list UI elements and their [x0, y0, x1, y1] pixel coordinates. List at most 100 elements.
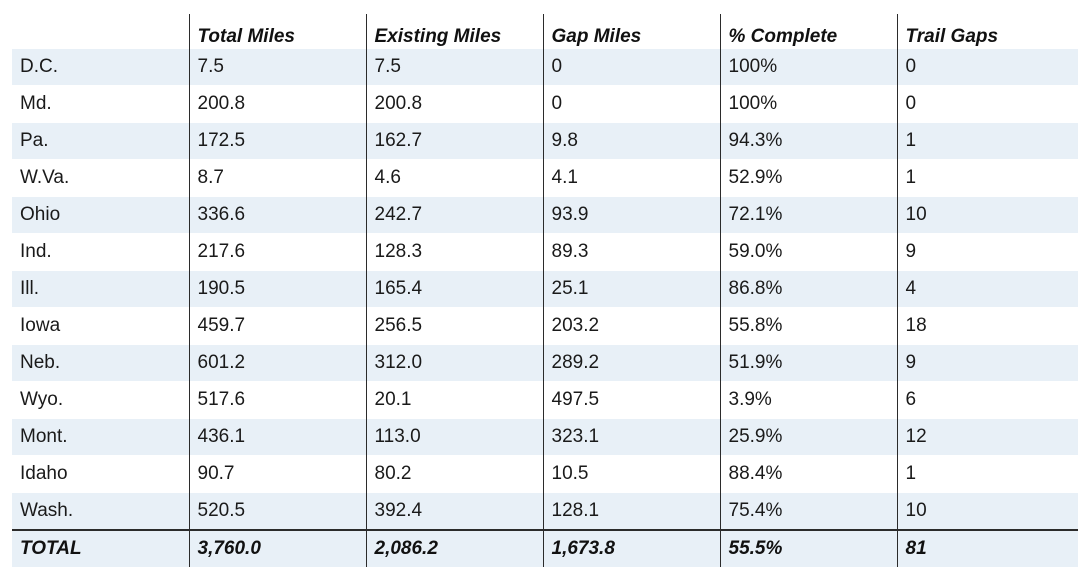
cell-gap-miles: 93.9	[542, 196, 720, 234]
cell-state: Ill.	[12, 270, 189, 308]
header-trail-gaps: Trail Gaps	[896, 14, 1078, 49]
table-row: Iowa 459.7 256.5 203.2 55.8% 18	[12, 307, 1078, 345]
table-row: Ohio 336.6 242.7 93.9 72.1% 10	[12, 196, 1078, 234]
table-row: Neb. 601.2 312.0 289.2 51.9% 9	[12, 344, 1078, 382]
cell-gap-miles: 0	[542, 48, 720, 86]
trail-table-container: Total Miles Existing Miles Gap Miles % C…	[12, 14, 1078, 567]
table-row: Md. 200.8 200.8 0 100% 0	[12, 85, 1078, 123]
cell-total-miles: 90.7	[188, 455, 366, 493]
cell-gap-miles: 9.8	[542, 122, 720, 160]
header-state	[12, 14, 189, 49]
cell-percent-complete: 51.9%	[719, 344, 897, 382]
table-header: Total Miles Existing Miles Gap Miles % C…	[12, 14, 1078, 49]
cell-state: Ohio	[12, 196, 189, 234]
header-existing-miles: Existing Miles	[365, 14, 543, 49]
cell-existing-miles: 312.0	[365, 344, 543, 382]
cell-trail-gaps: 10	[896, 196, 1078, 234]
cell-state: W.Va.	[12, 159, 189, 197]
cell-percent-complete: 3.9%	[719, 381, 897, 419]
table-row: Pa. 172.5 162.7 9.8 94.3% 1	[12, 122, 1078, 160]
cell-existing-miles: 200.8	[365, 85, 543, 123]
cell-state: Ind.	[12, 233, 189, 271]
cell-existing-miles: 4.6	[365, 159, 543, 197]
cell-total-miles: 459.7	[188, 307, 366, 345]
cell-existing-miles: 80.2	[365, 455, 543, 493]
cell-gap-miles: 323.1	[542, 418, 720, 456]
cell-trail-gaps: 0	[896, 85, 1078, 123]
header-row: Total Miles Existing Miles Gap Miles % C…	[12, 14, 1078, 49]
cell-trail-gaps: 12	[896, 418, 1078, 456]
cell-trail-gaps: 18	[896, 307, 1078, 345]
cell-gap-miles: 289.2	[542, 344, 720, 382]
cell-percent-complete: 100%	[719, 48, 897, 86]
cell-existing-miles: 162.7	[365, 122, 543, 160]
cell-state: Wash.	[12, 492, 189, 530]
cell-total-miles: 217.6	[188, 233, 366, 271]
cell-percent-complete: 75.4%	[719, 492, 897, 530]
table-row: Mont. 436.1 113.0 323.1 25.9% 12	[12, 418, 1078, 456]
trail-miles-table: Total Miles Existing Miles Gap Miles % C…	[12, 14, 1078, 567]
cell-state: D.C.	[12, 48, 189, 86]
cell-existing-miles: 256.5	[365, 307, 543, 345]
cell-existing-miles: 113.0	[365, 418, 543, 456]
cell-trail-gaps: 1	[896, 455, 1078, 493]
cell-gap-miles: 0	[542, 85, 720, 123]
cell-state: Mont.	[12, 418, 189, 456]
cell-state: Md.	[12, 85, 189, 123]
cell-gap-miles: 128.1	[542, 492, 720, 530]
table-footer: TOTAL 3,760.0 2,086.2 1,673.8 55.5% 81	[12, 529, 1078, 567]
cell-trail-gaps: 6	[896, 381, 1078, 419]
cell-gap-miles: 89.3	[542, 233, 720, 271]
total-percent-complete: 55.5%	[719, 529, 897, 567]
cell-percent-complete: 72.1%	[719, 196, 897, 234]
cell-total-miles: 436.1	[188, 418, 366, 456]
cell-percent-complete: 94.3%	[719, 122, 897, 160]
cell-percent-complete: 55.8%	[719, 307, 897, 345]
cell-total-miles: 172.5	[188, 122, 366, 160]
cell-percent-complete: 86.8%	[719, 270, 897, 308]
cell-trail-gaps: 1	[896, 122, 1078, 160]
cell-existing-miles: 165.4	[365, 270, 543, 308]
table-row: Wash. 520.5 392.4 128.1 75.4% 10	[12, 492, 1078, 530]
cell-total-miles: 8.7	[188, 159, 366, 197]
cell-percent-complete: 88.4%	[719, 455, 897, 493]
cell-total-miles: 7.5	[188, 48, 366, 86]
total-label: TOTAL	[12, 529, 189, 567]
cell-trail-gaps: 10	[896, 492, 1078, 530]
cell-gap-miles: 497.5	[542, 381, 720, 419]
cell-percent-complete: 52.9%	[719, 159, 897, 197]
cell-state: Idaho	[12, 455, 189, 493]
table-row: Idaho 90.7 80.2 10.5 88.4% 1	[12, 455, 1078, 493]
cell-total-miles: 520.5	[188, 492, 366, 530]
total-existing-miles: 2,086.2	[365, 529, 543, 567]
total-total-miles: 3,760.0	[188, 529, 366, 567]
cell-existing-miles: 392.4	[365, 492, 543, 530]
table-row: Ill. 190.5 165.4 25.1 86.8% 4	[12, 270, 1078, 308]
cell-state: Wyo.	[12, 381, 189, 419]
cell-state: Iowa	[12, 307, 189, 345]
cell-existing-miles: 242.7	[365, 196, 543, 234]
cell-total-miles: 190.5	[188, 270, 366, 308]
cell-gap-miles: 25.1	[542, 270, 720, 308]
cell-percent-complete: 59.0%	[719, 233, 897, 271]
table-row: W.Va. 8.7 4.6 4.1 52.9% 1	[12, 159, 1078, 197]
total-row: TOTAL 3,760.0 2,086.2 1,673.8 55.5% 81	[12, 529, 1078, 567]
table-row: Wyo. 517.6 20.1 497.5 3.9% 6	[12, 381, 1078, 419]
cell-total-miles: 336.6	[188, 196, 366, 234]
header-total-miles: Total Miles	[188, 14, 366, 49]
total-trail-gaps: 81	[896, 529, 1078, 567]
cell-state: Neb.	[12, 344, 189, 382]
cell-existing-miles: 20.1	[365, 381, 543, 419]
cell-gap-miles: 10.5	[542, 455, 720, 493]
cell-existing-miles: 128.3	[365, 233, 543, 271]
header-gap-miles: Gap Miles	[542, 14, 720, 49]
table-row: Ind. 217.6 128.3 89.3 59.0% 9	[12, 233, 1078, 271]
cell-trail-gaps: 9	[896, 344, 1078, 382]
total-gap-miles: 1,673.8	[542, 529, 720, 567]
cell-trail-gaps: 0	[896, 48, 1078, 86]
cell-trail-gaps: 9	[896, 233, 1078, 271]
cell-gap-miles: 4.1	[542, 159, 720, 197]
cell-trail-gaps: 1	[896, 159, 1078, 197]
table-body: D.C. 7.5 7.5 0 100% 0 Md. 200.8 200.8 0 100% 0 Pa. 17…	[12, 48, 1078, 530]
cell-percent-complete: 25.9%	[719, 418, 897, 456]
